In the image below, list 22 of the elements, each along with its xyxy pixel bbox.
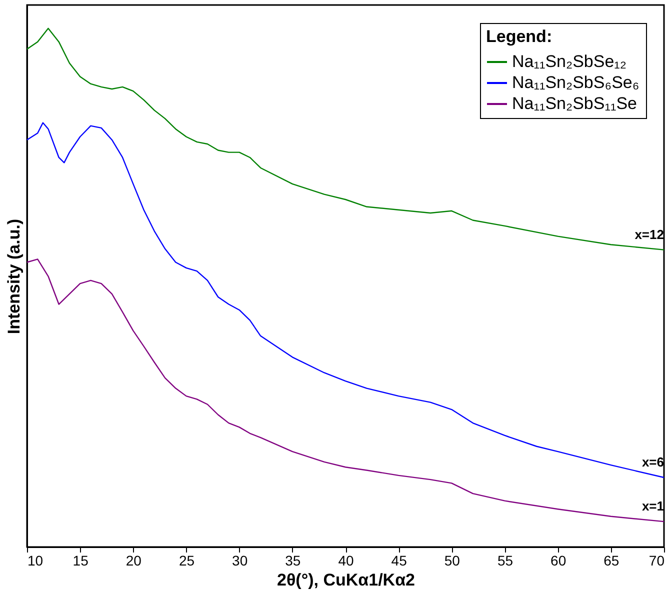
legend-title: Legend: bbox=[486, 27, 552, 46]
x-tick-label: 60 bbox=[550, 552, 566, 568]
x-tick-label: 40 bbox=[338, 552, 354, 568]
x-tick-label: 25 bbox=[178, 552, 195, 568]
x-tick-label: 15 bbox=[72, 552, 89, 568]
x-tick-label: 35 bbox=[285, 552, 301, 568]
y-axis-title: Intensity (a.u.) bbox=[4, 218, 24, 334]
x-tick-label: 50 bbox=[444, 552, 460, 568]
x-tick-label: 45 bbox=[391, 552, 408, 568]
legend-label: Na₁₁Sn₂SbS₁₁Se bbox=[512, 94, 637, 113]
annotation: x=12 bbox=[634, 226, 664, 242]
x-tick-label: 20 bbox=[126, 552, 142, 568]
x-tick-label: 70 bbox=[648, 552, 665, 568]
legend-label: Na₁₁Sn₂SbS₆Se₆ bbox=[512, 73, 640, 92]
legend-label: Na₁₁Sn₂SbSe₁₂ bbox=[512, 52, 627, 71]
x-tick-label: 10 bbox=[28, 552, 44, 568]
annotation: x=6 bbox=[642, 454, 664, 470]
x-tick-label: 55 bbox=[497, 552, 514, 568]
x-axis-title: 2θ(°), CuKα1/Kα2 bbox=[277, 570, 415, 590]
annotation: x=1 bbox=[642, 498, 664, 514]
x-tick-label: 30 bbox=[232, 552, 248, 568]
x-tick-label: 65 bbox=[604, 552, 620, 568]
